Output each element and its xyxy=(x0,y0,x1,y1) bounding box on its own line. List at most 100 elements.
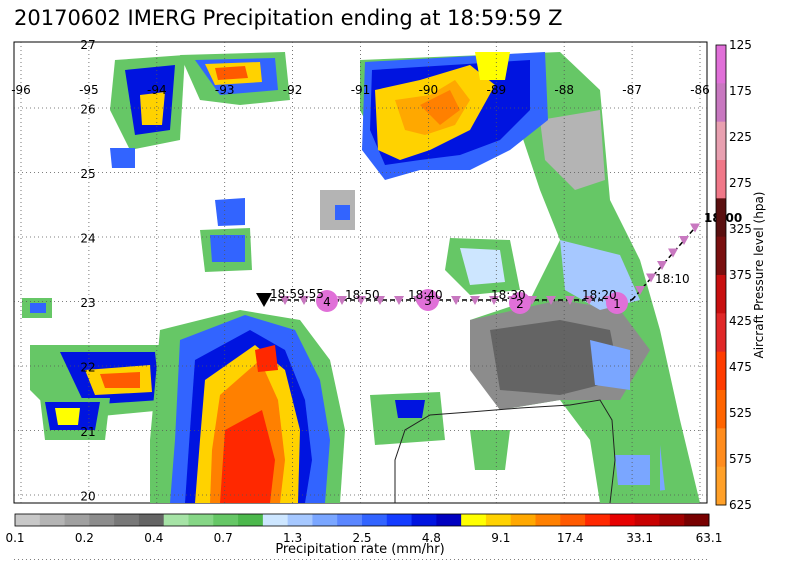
track-marker xyxy=(470,296,480,305)
pressure-color-swatch xyxy=(716,313,726,353)
lon-tick-label: -87 xyxy=(622,83,642,97)
precipitation-colorbar xyxy=(14,513,710,527)
precip-color-swatch xyxy=(238,514,264,526)
precip-color-swatch xyxy=(634,514,660,526)
longitude-labels: -96 -95 -94 -93 -92 -91 -90 -89 -88 -87 -86 xyxy=(11,83,710,97)
pressure-tick-label: 325 xyxy=(729,222,752,236)
track-marker xyxy=(584,296,594,305)
lat-tick-label: 27 xyxy=(80,38,95,52)
pressure-color-swatch xyxy=(716,160,726,199)
track-marker xyxy=(280,296,290,305)
track-marker xyxy=(337,296,347,305)
precip-color-swatch xyxy=(684,514,710,526)
pressure-tick-label: 275 xyxy=(729,176,752,190)
precip-color-swatch xyxy=(386,514,413,526)
precip-tick-label: 1.3 xyxy=(283,531,302,545)
waypoint-label: 1 xyxy=(613,297,621,311)
lon-tick-label: -94 xyxy=(147,83,167,97)
track-marker xyxy=(679,236,689,245)
precipitation-colorbar-ticks: 0.1 0.2 0.4 0.7 1.3 2.5 4.8 9.1 17.4 33.1 63.1 xyxy=(5,531,722,545)
track-marker xyxy=(635,286,645,295)
lon-tick-label: -95 xyxy=(79,83,99,97)
waypoint-1 xyxy=(606,292,628,314)
precip-color-swatch xyxy=(337,514,363,526)
precip-color-swatch xyxy=(362,514,388,526)
lat-tick-label: 23 xyxy=(80,296,95,310)
pressure-tick-label: 125 xyxy=(729,38,752,52)
precip-color-swatch xyxy=(39,514,66,526)
track-marker xyxy=(690,223,700,233)
precip-color-swatch xyxy=(213,514,239,526)
pressure-color-swatch xyxy=(716,351,726,391)
lat-tick-label: 21 xyxy=(80,425,95,439)
flight-track: 1 2 3 4 18:00 18:10 18:20 18:30 18:40 18… xyxy=(256,211,742,314)
precip-color-swatch xyxy=(609,514,636,526)
lat-tick-label: 26 xyxy=(80,103,95,117)
pressure-tick-label: 175 xyxy=(729,84,752,98)
track-marker xyxy=(356,296,366,305)
precip-color-swatch xyxy=(585,514,611,526)
lon-tick-label: -86 xyxy=(690,83,710,97)
pressure-tick-label: 225 xyxy=(729,130,752,144)
track-marker xyxy=(375,296,385,305)
pressure-tick-label: 375 xyxy=(729,268,752,282)
track-marker xyxy=(657,261,667,270)
pressure-tick-label: 525 xyxy=(729,406,752,420)
pressure-color-swatch xyxy=(716,275,726,314)
precip-color-swatch xyxy=(510,514,536,526)
pressure-colorbar xyxy=(715,44,727,506)
precip-tick-label: 0.1 xyxy=(5,531,24,545)
precip-color-swatch xyxy=(659,514,685,526)
waypoint-label: 2 xyxy=(516,297,524,311)
latitude-labels: 27 26 25 24 23 22 21 20 xyxy=(80,38,95,504)
precip-color-swatch xyxy=(138,514,165,526)
track-marker xyxy=(299,296,309,305)
pressure-tick-label: 625 xyxy=(729,498,752,512)
pressure-colorbar-frame xyxy=(715,44,727,506)
track-marker xyxy=(646,273,656,283)
track-time-label: 18:30 xyxy=(491,288,526,302)
map-title: 20170602 IMERG Precipitation ending at 1… xyxy=(14,6,563,30)
precip-color-swatch xyxy=(411,514,437,526)
track-marker xyxy=(668,248,678,258)
precip-color-swatch xyxy=(114,514,140,526)
pressure-color-swatch xyxy=(716,390,726,429)
pressure-tick-label: 425 xyxy=(729,314,752,328)
waypoint-3 xyxy=(417,289,439,311)
precipitation-field xyxy=(22,52,700,503)
precip-color-swatch xyxy=(89,514,115,526)
lat-tick-label: 22 xyxy=(80,361,95,375)
track-time-label: 18:20 xyxy=(582,288,617,302)
precip-color-swatch xyxy=(461,514,487,526)
pressure-tick-label: 575 xyxy=(729,452,752,466)
precipitation-colorbar-label: Precipitation rate (mm/hr) xyxy=(275,542,444,557)
precip-color-swatch xyxy=(15,514,41,526)
track-time-label: 18:40 xyxy=(408,288,443,302)
pressure-colorbar-ticks: 125 175 225 275 325 375 425 475 525 575 625 xyxy=(729,38,752,512)
pressure-tick-label: 475 xyxy=(729,360,752,374)
precip-color-swatch xyxy=(163,514,189,526)
pressure-color-swatch xyxy=(716,83,726,123)
waypoint-label: 3 xyxy=(424,294,432,308)
waypoint-2 xyxy=(509,292,531,314)
precip-color-swatch xyxy=(287,514,313,526)
pressure-color-swatch xyxy=(716,198,726,238)
precip-tick-label: 0.7 xyxy=(214,531,233,545)
lat-tick-label: 24 xyxy=(80,232,95,246)
precip-tick-label: 0.2 xyxy=(75,531,94,545)
lon-tick-label: -89 xyxy=(486,83,506,97)
precip-colorbar-frame xyxy=(14,513,710,527)
precip-color-swatch xyxy=(262,514,289,526)
lon-tick-label: -96 xyxy=(11,83,31,97)
track-marker xyxy=(451,296,461,305)
precip-tick-label: 17.4 xyxy=(557,531,584,545)
coastline xyxy=(394,399,616,503)
lat-lon-grid xyxy=(14,42,707,560)
lon-tick-label: -88 xyxy=(554,83,574,97)
pressure-color-swatch xyxy=(716,428,726,468)
track-time-label: 18:50 xyxy=(345,288,380,302)
precip-tick-label: 9.1 xyxy=(491,531,510,545)
precip-color-swatch xyxy=(436,514,462,526)
precip-color-swatch xyxy=(64,514,90,526)
